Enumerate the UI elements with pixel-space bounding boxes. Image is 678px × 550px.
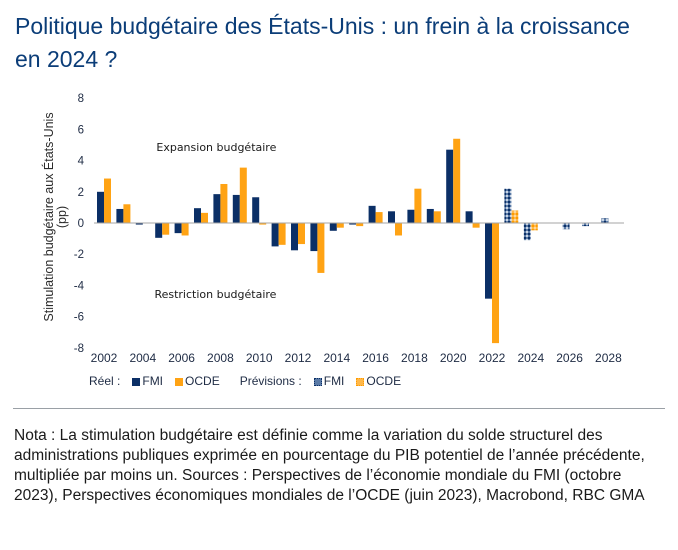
- bar-fmi-2014: [329, 223, 337, 231]
- y-axis-label-unit: (pp): [55, 206, 69, 228]
- x-tick-label: 2008: [207, 351, 234, 365]
- bar-fmi-2017: [388, 211, 395, 223]
- bar-ocde-2006: [181, 223, 189, 236]
- y-tick-label: 2: [78, 187, 84, 199]
- x-tick-label: 2014: [323, 351, 350, 365]
- legend-ocde-actual-swatch: [175, 378, 184, 386]
- y-tick-label: 6: [78, 124, 84, 136]
- bar-ocde-2013: [317, 223, 325, 273]
- divider: [13, 408, 665, 409]
- bar-ocde-2018: [414, 188, 422, 223]
- legend-ocde-actual-label: OCDE: [185, 374, 220, 388]
- bars: [97, 138, 609, 344]
- bar-ocde-2011: [278, 223, 286, 245]
- y-tick-label: 8: [78, 93, 84, 105]
- bar-fmi-2026: [562, 223, 570, 230]
- bar-ocde-2022: [492, 223, 499, 344]
- bar-fmi-2016: [368, 205, 376, 223]
- bar-ocde-2002: [104, 178, 111, 223]
- x-tick-label: 2016: [362, 351, 389, 365]
- x-tick-label: 2006: [168, 351, 195, 365]
- legend-ocde-forecast-label: OCDE: [366, 374, 402, 388]
- bar-fmi-2007: [194, 208, 201, 223]
- bar-fmi-2009: [232, 194, 240, 223]
- x-tick-label: 2004: [129, 351, 156, 365]
- legend-fmi-actual-label: FMI: [142, 374, 164, 388]
- bar-fmi-2022: [485, 223, 492, 299]
- bar-ocde-2003: [123, 204, 131, 223]
- y-axis-label-group: Stimulation budgétaire aux États-Unis (pp…: [41, 112, 69, 321]
- x-tick-label: 2028: [595, 351, 622, 365]
- bar-ocde-2007: [201, 212, 208, 223]
- annotation-restriction: Restriction budgétaire: [154, 288, 276, 301]
- bar-ocde-2020: [453, 138, 461, 223]
- y-axis-ticks: 8 6 4 2 0 -2 -4 -6 -8: [74, 93, 85, 355]
- legend-forecast-label: Prévisions :: [239, 374, 302, 388]
- bar-fmi-2018: [407, 209, 415, 223]
- bar-fmi-2019: [426, 208, 434, 223]
- bar-ocde-2009: [239, 167, 247, 223]
- bar-fmi-2028: [601, 218, 609, 223]
- bar-fmi-2024: [523, 223, 531, 241]
- x-tick-label: 2026: [556, 351, 583, 365]
- chart-title: Politique budgétaire des États-Unis : un…: [15, 13, 630, 72]
- bar-fmi-2015: [349, 223, 357, 225]
- y-tick-label: 0: [78, 218, 84, 230]
- bar-ocde-2019: [433, 211, 441, 223]
- bar-fmi-2008: [213, 194, 221, 223]
- legend-fmi-actual-swatch: [132, 378, 141, 386]
- x-tick-label: 2020: [440, 351, 467, 365]
- bar-ocde-2023: [511, 210, 519, 223]
- bar-fmi-2020: [446, 149, 454, 223]
- bar-ocde-2012: [298, 223, 305, 245]
- y-axis-label: Stimulation budgétaire aux États-Unis: [41, 112, 56, 321]
- legend-actual-label: Réel :: [89, 374, 121, 388]
- bar-fmi-2021: [465, 211, 473, 223]
- legend: Réel : FMI OCDE Prévisions : FMI OCDE: [89, 374, 401, 388]
- bar-fmi-2010: [252, 197, 260, 223]
- bar-fmi-2013: [310, 223, 318, 252]
- bar-ocde-2015: [356, 223, 364, 227]
- x-tick-label: 2012: [285, 351, 312, 365]
- legend-fmi-forecast-label: FMI: [323, 374, 345, 388]
- y-tick-label: -8: [74, 343, 84, 355]
- bar-ocde-2016: [375, 212, 383, 223]
- y-tick-label: -4: [74, 280, 85, 292]
- bar-fmi-2023: [504, 188, 512, 223]
- footnote: Nota : La stimulation budgétaire est déf…: [14, 427, 645, 504]
- bar-ocde-2005: [162, 223, 170, 235]
- legend-ocde-forecast-swatch: [356, 378, 365, 386]
- x-tick-label: 2024: [517, 351, 544, 365]
- bar-fmi-2002: [97, 191, 104, 223]
- bar-ocde-2024: [530, 223, 538, 231]
- bar-fmi-2011: [271, 223, 279, 247]
- bar-ocde-2008: [220, 184, 228, 223]
- bar-chart: Stimulation budgétaire aux États-Unis (pp…: [41, 93, 624, 365]
- x-tick-label: 2018: [401, 351, 428, 365]
- bar-ocde-2014: [336, 223, 344, 228]
- bar-fmi-2004: [135, 223, 143, 225]
- legend-fmi-forecast-swatch: [313, 378, 322, 386]
- x-tick-label: 2002: [91, 351, 118, 365]
- x-tick-label: 2010: [246, 351, 273, 365]
- x-tick-label: 2022: [479, 351, 506, 365]
- x-axis-ticks: 2002 2004 2006 2008 2010 2012 2014 2016 2018 2020…: [91, 351, 622, 365]
- bar-fmi-2003: [116, 208, 124, 223]
- annotation-expansion: Expansion budgétaire: [156, 141, 276, 154]
- bar-ocde-2010: [259, 223, 267, 225]
- bar-ocde-2017: [395, 223, 402, 236]
- bar-ocde-2021: [472, 223, 480, 228]
- y-tick-label: -6: [74, 312, 84, 324]
- y-tick-label: -2: [74, 249, 84, 261]
- y-tick-label: 4: [78, 156, 85, 168]
- bar-fmi-2006: [174, 223, 182, 234]
- annotations: Expansion budgétaire Restriction budgétai…: [154, 141, 276, 301]
- bar-fmi-2005: [155, 223, 163, 238]
- bar-fmi-2012: [291, 223, 298, 251]
- bar-fmi-2027: [582, 223, 589, 227]
